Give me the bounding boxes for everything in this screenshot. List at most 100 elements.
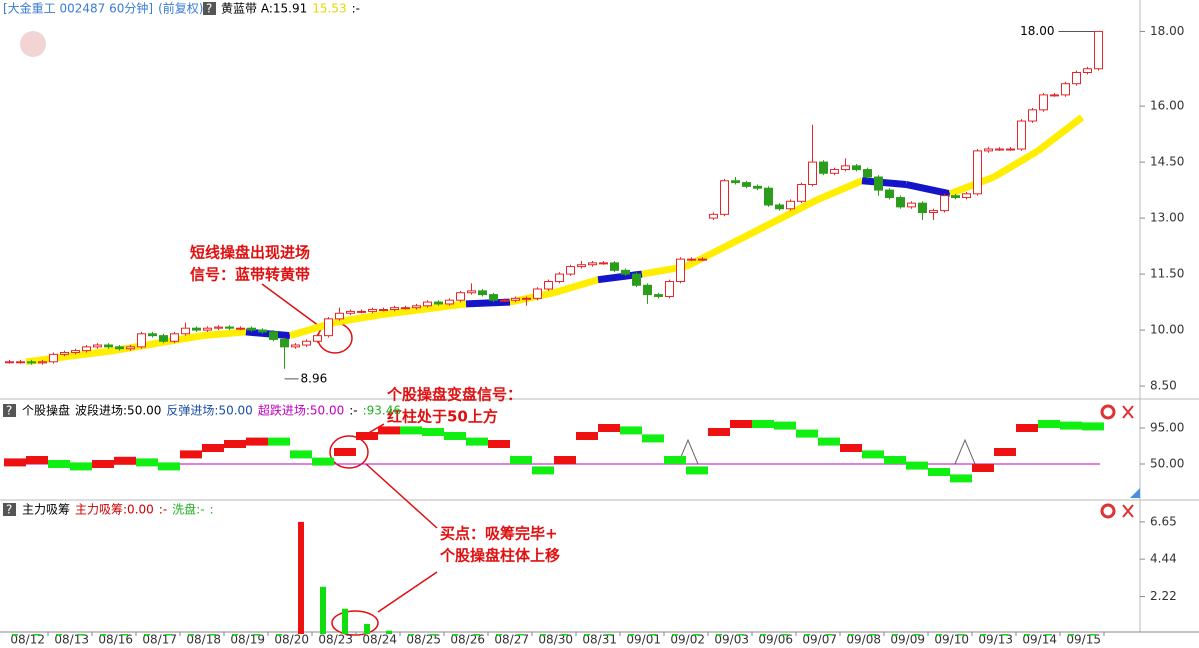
candle-body — [203, 327, 212, 331]
candle-body — [577, 264, 586, 268]
settings-icons[interactable] — [1100, 404, 1134, 519]
signal-bar — [444, 432, 466, 440]
x-tick-label: 09/14 — [1022, 633, 1057, 647]
candle-body — [995, 148, 1004, 151]
settings-icon[interactable] — [1100, 503, 1116, 519]
annotation: 个股操盘柱体上移 — [439, 547, 560, 565]
x-tick-label: 08/13 — [54, 633, 89, 647]
bar — [56, 634, 62, 636]
candle-body — [1072, 71, 1081, 85]
signal-bar — [224, 440, 246, 448]
annotation-line — [365, 463, 438, 529]
help-icon[interactable] — [3, 503, 16, 516]
candle-body — [984, 148, 993, 152]
x-tick-label: 08/24 — [362, 633, 397, 647]
x-tick-label: 08/25 — [406, 633, 441, 647]
close-icon[interactable] — [1122, 504, 1134, 518]
candle-body — [346, 310, 355, 314]
candle-body — [511, 297, 520, 301]
candle-body — [885, 189, 894, 199]
bar — [716, 634, 722, 636]
x-tick-label: 08/27 — [494, 633, 529, 647]
band-segment — [992, 147, 1040, 181]
candle-body — [753, 185, 762, 189]
bar — [540, 634, 546, 636]
signal-bar — [378, 426, 400, 435]
signal-bar — [752, 420, 774, 428]
x-tick-label: 09/09 — [890, 633, 925, 647]
bar — [452, 634, 458, 636]
bar — [518, 634, 524, 636]
band-segment — [553, 276, 599, 297]
bar — [870, 634, 876, 636]
x-tick-label: 08/26 — [450, 633, 485, 647]
candle-body — [302, 340, 311, 346]
candle-body — [71, 350, 80, 353]
legend-text: 黄蓝带 A:15.91 — [221, 2, 307, 16]
signal-bar — [1060, 421, 1082, 430]
signal-bar — [158, 462, 180, 471]
signal-bar — [356, 432, 378, 440]
candle-body — [434, 301, 443, 305]
annotation-line — [261, 283, 320, 327]
annotation: 买点：吸筹完毕+ — [440, 525, 558, 543]
candle-body — [841, 165, 850, 171]
signal-bar — [906, 461, 928, 470]
legend-text: 个股操盘 — [22, 403, 70, 418]
band-segment — [201, 328, 247, 340]
signal-bar — [664, 456, 686, 464]
candle-body — [49, 353, 58, 363]
candle-body — [742, 182, 751, 187]
close-icon[interactable] — [1122, 405, 1134, 419]
bar — [936, 634, 942, 636]
band-segment — [684, 241, 732, 270]
x-tick-label: 09/03 — [714, 633, 749, 647]
candle-body — [401, 307, 410, 310]
bar — [496, 634, 502, 636]
candle-body — [280, 338, 289, 348]
signal-bar — [708, 428, 730, 436]
signal-bar — [488, 440, 510, 448]
x-tick-label: 08/19 — [230, 633, 265, 647]
bar — [650, 634, 656, 636]
annotation: 信号：蓝带转黄带 — [190, 266, 310, 284]
candle-body — [104, 344, 113, 348]
signal-bar — [180, 450, 202, 459]
bar — [342, 608, 348, 634]
bar — [298, 521, 304, 634]
bar — [1068, 634, 1074, 636]
signal-bar — [510, 456, 532, 464]
bar — [1024, 634, 1030, 636]
band-segment — [69, 347, 115, 360]
bar — [144, 634, 150, 636]
candle-body — [874, 176, 883, 191]
y-tick-label: 50.00 — [1150, 457, 1184, 471]
help-icon[interactable] — [203, 2, 216, 15]
candle-body — [412, 305, 421, 309]
x-tick-label: 09/10 — [934, 633, 969, 647]
signal-bar — [1038, 420, 1060, 428]
help-icon[interactable] — [3, 404, 16, 417]
candle-body — [82, 346, 91, 352]
candle-body — [1017, 120, 1026, 150]
bar — [34, 634, 40, 636]
bar — [606, 634, 612, 636]
signal-bar — [818, 437, 840, 446]
y-tick-label: 95.00 — [1150, 421, 1184, 435]
band-segment — [948, 173, 996, 198]
bar — [1046, 634, 1052, 636]
y-tick-label: 4.44 — [1150, 552, 1177, 566]
bar — [958, 634, 964, 636]
signal-bar — [884, 456, 906, 464]
settings-icon[interactable] — [1100, 404, 1116, 420]
signal-bar — [466, 437, 488, 446]
signal-bar — [598, 424, 620, 432]
candle-body — [137, 333, 146, 348]
bar — [760, 634, 766, 636]
signal-bar — [4, 458, 26, 467]
bar — [892, 634, 898, 636]
signal-bar — [862, 450, 884, 459]
candle-body — [335, 312, 344, 320]
candle-body — [720, 180, 729, 215]
x-tick-label: 08/16 — [98, 633, 133, 647]
